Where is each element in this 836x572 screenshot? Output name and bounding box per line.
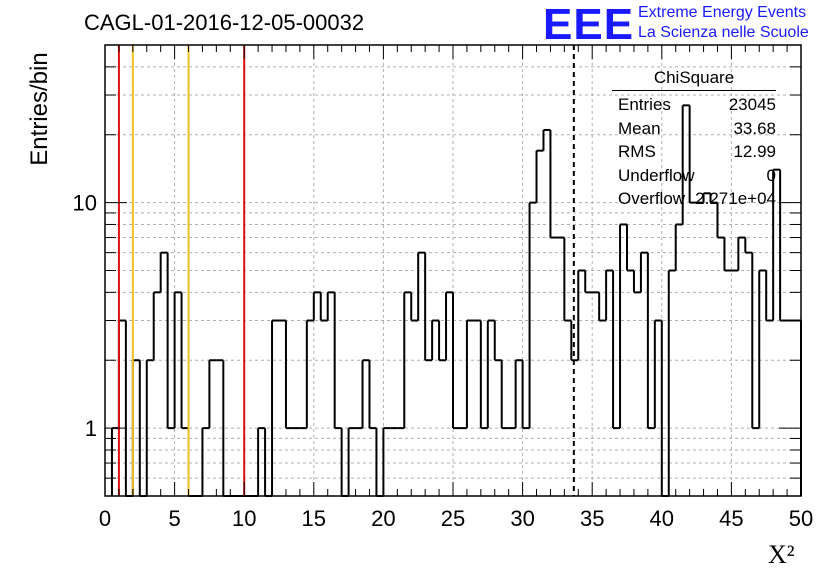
stats-title: ChiSquare <box>612 68 776 91</box>
logo-text-line1: Extreme Energy Events <box>638 4 807 21</box>
logo-text-line2: La Scienza nelle Scuole <box>638 24 809 41</box>
x-tick-label: 35 <box>580 506 604 531</box>
stats-label: Entries <box>618 95 671 114</box>
histogram-bins <box>110 104 802 497</box>
x-tick-label: 15 <box>302 506 326 531</box>
x-tick-label: 20 <box>371 506 395 531</box>
x-tick-label: 50 <box>789 506 813 531</box>
x-tick-label: 45 <box>719 506 743 531</box>
x-tick-label: 0 <box>99 506 111 531</box>
stats-label: Mean <box>618 118 661 138</box>
tick-marks <box>104 45 802 496</box>
x-tick-label: 25 <box>441 506 465 531</box>
eee-logo: EEE <box>543 0 635 49</box>
stats-box: ChiSquare Entries 23045 Mean 33.68 RMS 1… <box>612 68 776 211</box>
stats-label: Overflow <box>618 189 686 208</box>
stats-value: 33.68 <box>733 118 776 138</box>
stats-label: RMS <box>618 142 656 161</box>
stats-value: 2.271e+04 <box>695 189 776 208</box>
x-tick-label: 30 <box>510 506 534 531</box>
stats-row-entries: Entries 23045 <box>612 93 776 117</box>
tick-labels: 0 5 10 15 20 25 30 35 40 45 50 1 10 <box>73 191 814 531</box>
marker-lines <box>117 45 575 496</box>
stats-value: 0 <box>766 165 776 185</box>
stats-label: Underflow <box>618 165 695 185</box>
stats-row-underflow: Underflow 0 <box>612 164 776 188</box>
x-tick-label: 5 <box>168 506 180 531</box>
x-tick-label: 40 <box>650 506 674 531</box>
stats-row-mean: Mean 33.68 <box>612 117 776 141</box>
x-tick-label: 10 <box>232 506 256 531</box>
chart-title: CAGL-01-2016-12-05-00032 <box>84 10 365 35</box>
stats-value: 12.99 <box>733 142 776 161</box>
x-axis-label: X² <box>768 540 795 569</box>
y-tick-label: 10 <box>73 191 97 216</box>
stats-row-overflow: Overflow 2.271e+04 <box>612 187 776 211</box>
stats-value: 23045 <box>728 95 776 114</box>
y-tick-label: 1 <box>85 416 97 441</box>
y-axis-label: Entries/bin <box>26 52 53 166</box>
stats-row-rms: RMS 12.99 <box>612 140 776 164</box>
